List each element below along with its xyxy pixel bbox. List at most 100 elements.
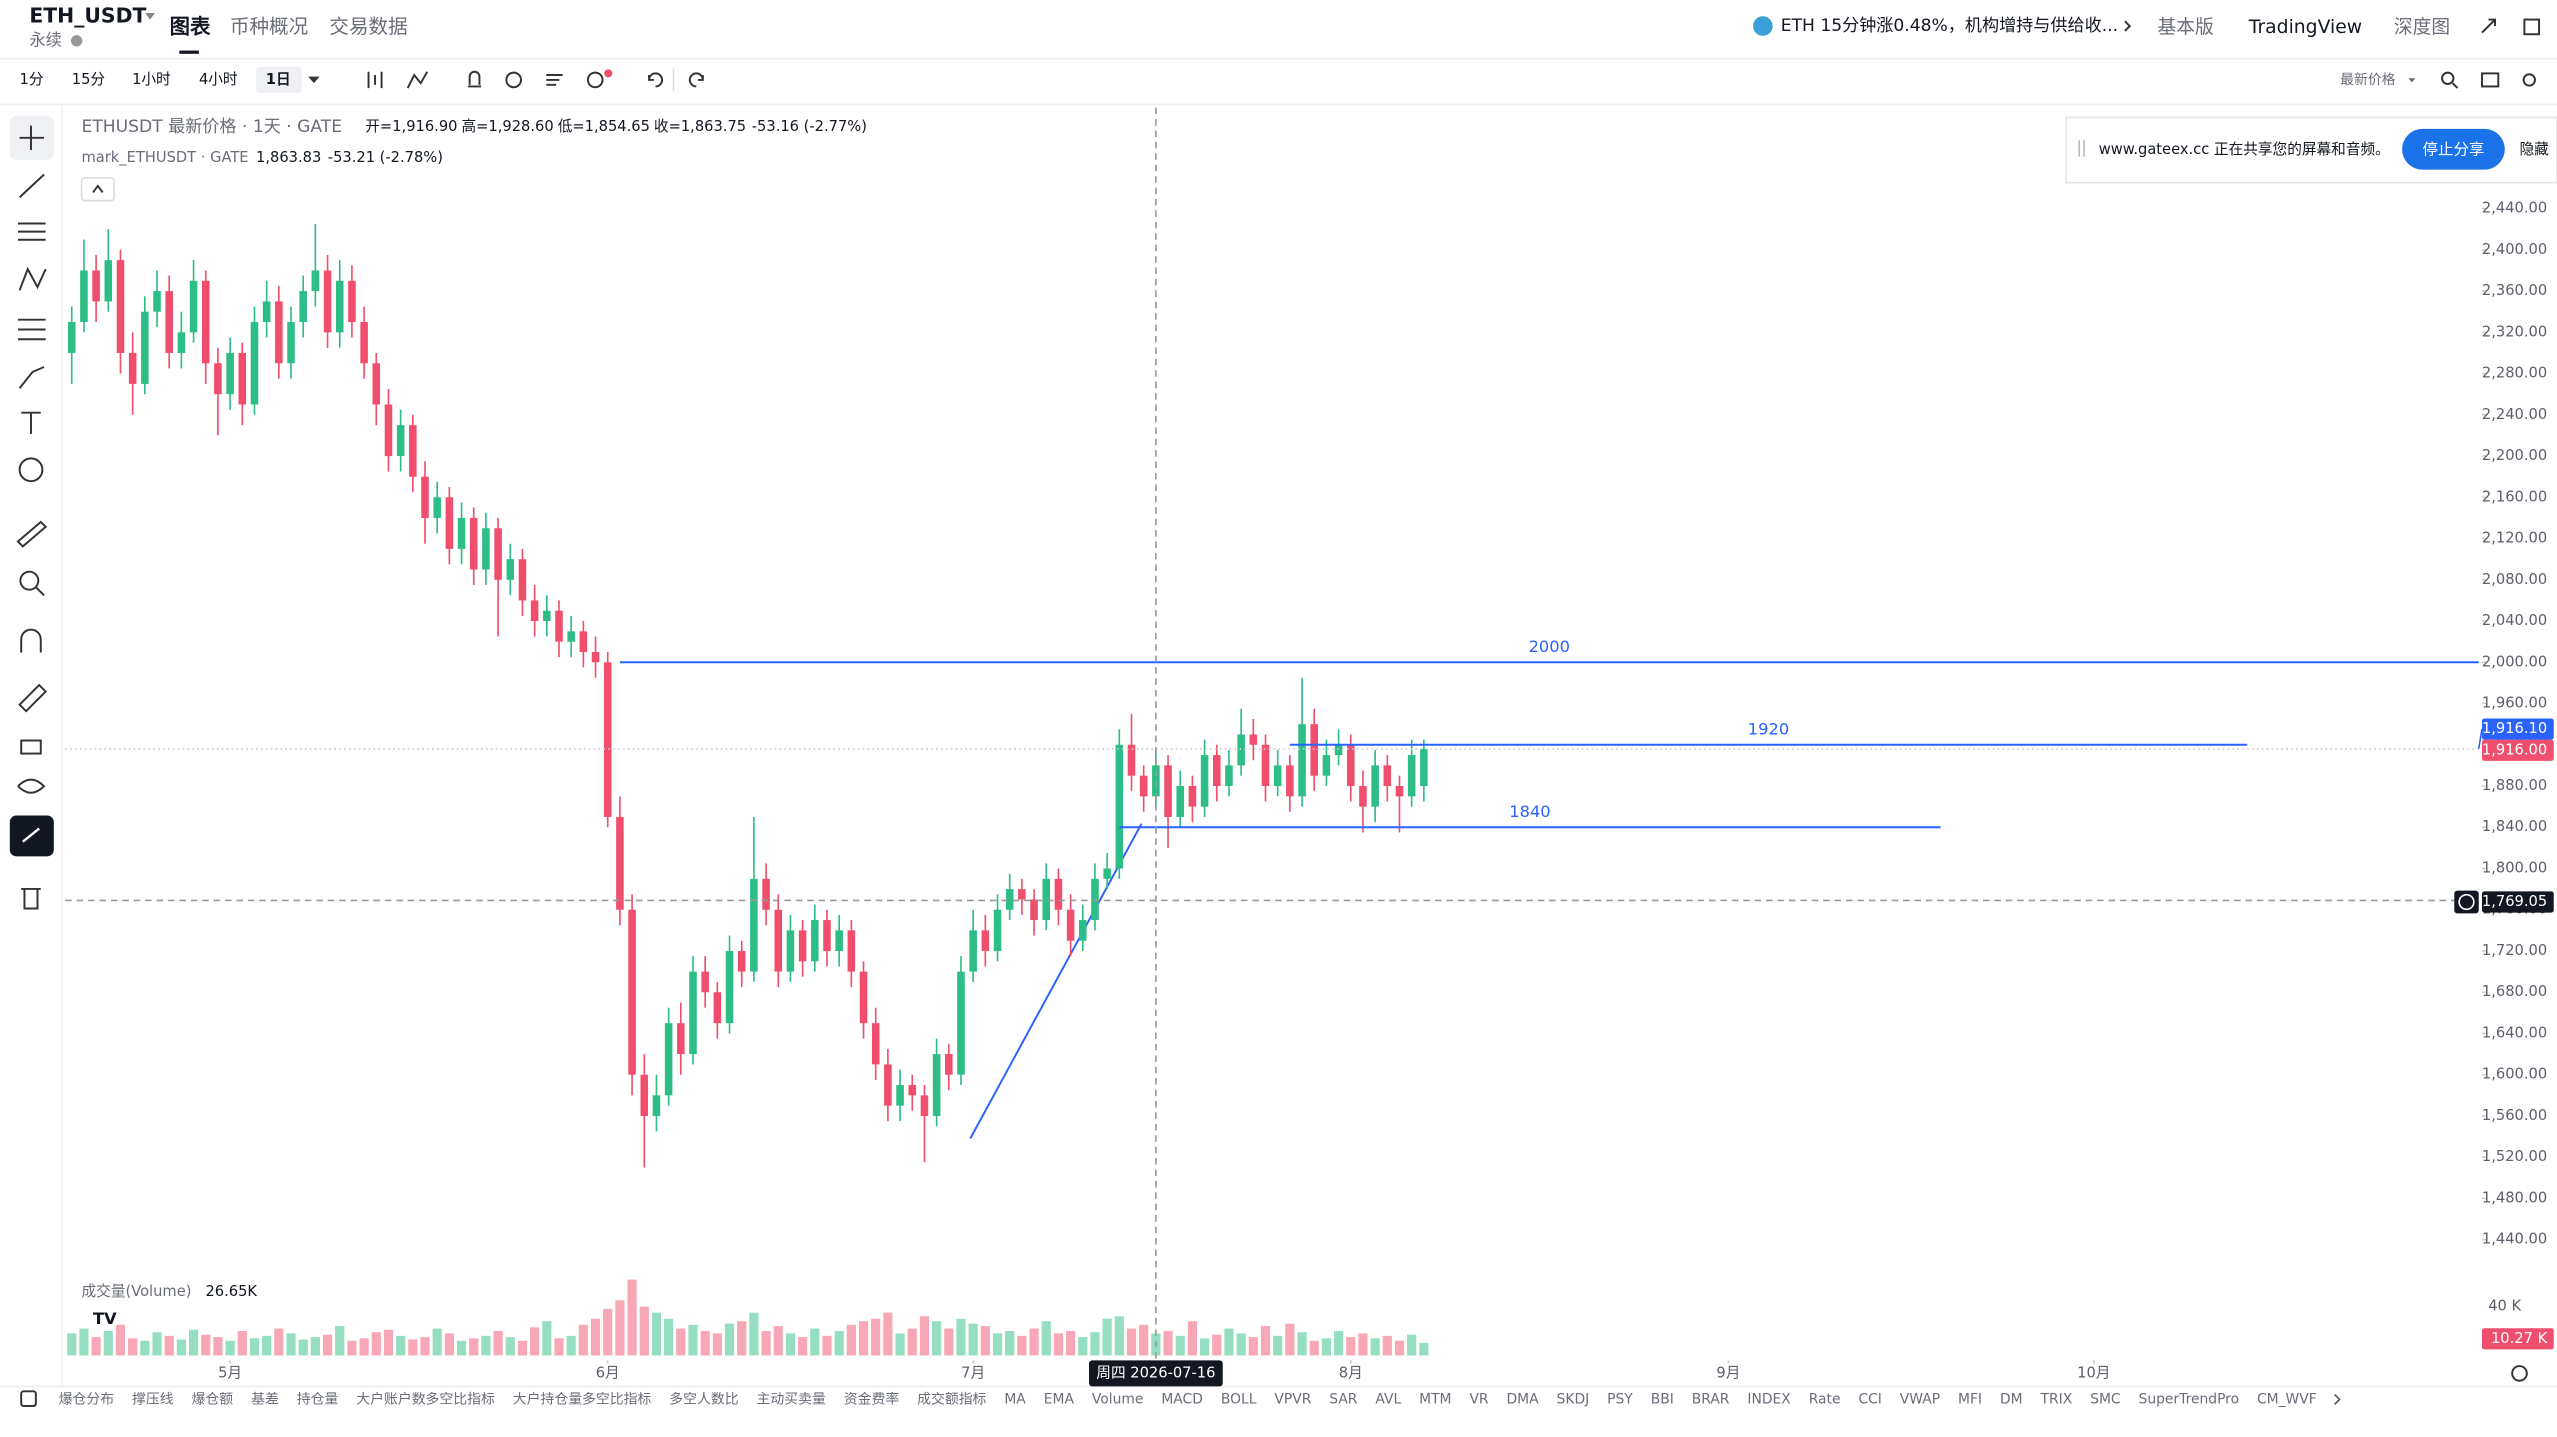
crosshair-plus[interactable] [2458, 893, 2475, 911]
indicator[interactable]: SKDJ [1557, 1391, 1590, 1407]
calendar-icon[interactable] [20, 1390, 37, 1407]
indicator[interactable]: 多空人数比 [669, 1390, 738, 1407]
right-tools[interactable] [2441, 71, 2536, 89]
indicator[interactable]: 持仓量 [297, 1391, 339, 1407]
volume-bar [444, 1333, 454, 1356]
toolbar-icons[interactable] [367, 70, 704, 89]
volume-bar [1273, 1335, 1283, 1356]
y-tick-label: 2,400.00 [2482, 241, 2547, 258]
indicator[interactable]: VWAP [1900, 1391, 1940, 1407]
indicator[interactable]: MA [1004, 1391, 1026, 1407]
indicator[interactable]: VPVR [1274, 1391, 1311, 1407]
view-link[interactable]: 基本版 [2157, 16, 2213, 38]
symbol-dropdown[interactable] [145, 13, 155, 20]
candle-body [506, 559, 515, 580]
indicator[interactable]: 爆仓分布 [59, 1391, 115, 1407]
volume-tick-label: 40 K [2488, 1298, 2521, 1315]
candle-body [518, 559, 527, 601]
candle-body [957, 971, 965, 1075]
indicator[interactable]: 成交额指标 [917, 1390, 986, 1407]
interval[interactable]: 4小时 [199, 71, 238, 88]
indicator-more[interactable] [2334, 1394, 2341, 1405]
indicator[interactable]: 大户持仓量多空比指标 [513, 1390, 652, 1407]
news-ticker[interactable]: ETH 15分钟涨0.48%，机构增持与供给收... [1781, 16, 2118, 36]
interval[interactable]: 15分 [72, 71, 106, 88]
expand-icon[interactable] [2481, 18, 2497, 34]
indicator[interactable]: SAR [1329, 1391, 1358, 1407]
indicator[interactable]: BRAR [1692, 1391, 1730, 1407]
drawing-tools[interactable] [16, 125, 48, 910]
indicator[interactable]: INDEX [1747, 1391, 1791, 1407]
volume-bar [578, 1324, 588, 1356]
tab[interactable]: 图表 [170, 15, 211, 39]
interval[interactable]: 1分 [20, 71, 44, 88]
candle-body [311, 270, 320, 292]
volume-bar [1017, 1335, 1027, 1356]
stop-share-button[interactable] [2402, 128, 2505, 170]
indicator[interactable]: 基差 [251, 1390, 279, 1407]
collapse-button[interactable] [80, 176, 115, 202]
hide-link[interactable]: 隐藏 [2519, 141, 2549, 158]
interval-dropdown[interactable] [308, 76, 320, 84]
volume-bar [1297, 1332, 1307, 1356]
y-tick-label: 1,440.00 [2482, 1231, 2547, 1248]
info-icon[interactable] [70, 35, 83, 47]
interval[interactable]: 1小时 [132, 71, 171, 88]
tab[interactable]: 交易数据 [329, 15, 407, 38]
news-arrow[interactable] [2124, 20, 2132, 32]
indicator[interactable]: BOLL [1221, 1391, 1257, 1407]
candle-body [786, 930, 795, 972]
view-link[interactable]: 深度图 [2394, 16, 2450, 38]
volume-bar [1114, 1316, 1124, 1356]
indicator[interactable]: PSY [1607, 1391, 1633, 1407]
y-tick-label: 2,120.00 [2482, 530, 2547, 547]
indicator[interactable]: TRIX [2040, 1391, 2073, 1407]
price-source[interactable]: 最新价格 [2340, 72, 2396, 88]
indicator[interactable]: DMA [1507, 1391, 1540, 1407]
volume-bar [164, 1335, 174, 1356]
candle-body [348, 280, 356, 323]
indicator[interactable]: VR [1469, 1391, 1488, 1407]
indicator[interactable]: DM [2000, 1391, 2023, 1407]
candle-body [1310, 724, 1319, 776]
candle-body [981, 930, 990, 951]
candle-body [421, 476, 429, 518]
indicator[interactable]: AVL [1375, 1391, 1401, 1407]
symbol[interactable]: ETH_USDT [29, 3, 146, 27]
price-source-dropdown[interactable] [2408, 78, 2416, 83]
stop-share-label[interactable]: 停止分享 [2422, 141, 2484, 159]
indicator[interactable]: 撑压线 [132, 1391, 174, 1407]
indicator[interactable]: MACD [1161, 1391, 1203, 1407]
indicator[interactable]: SMC [2090, 1391, 2120, 1407]
indicator[interactable]: SuperTrendPro [2139, 1391, 2240, 1407]
fullscreen-icon[interactable] [2523, 18, 2541, 36]
indicator[interactable]: CM_WVF [2257, 1391, 2317, 1407]
indicator[interactable]: 爆仓额 [192, 1391, 234, 1407]
volume-bar [956, 1318, 966, 1356]
collapse-icon [92, 184, 104, 194]
candle-body [896, 1085, 904, 1106]
tab[interactable]: 币种概况 [230, 15, 308, 38]
candle-body [92, 270, 100, 302]
indicator[interactable]: MFI [1958, 1391, 1982, 1407]
indicator[interactable]: EMA [1044, 1391, 1075, 1407]
price-tag [2481, 718, 2554, 740]
volume-bar [298, 1339, 308, 1356]
view-link[interactable]: TradingView [2248, 17, 2362, 38]
overlay: www.gateex.cc 正在共享您的屏幕和音频。 停止分享 隐藏 [2065, 116, 2557, 184]
indicator[interactable]: 资金费率 [844, 1390, 900, 1407]
indicator[interactable]: CCI [1858, 1391, 1881, 1407]
indicator[interactable]: 主动买卖量 [757, 1391, 826, 1407]
drag-handle[interactable] [2078, 140, 2085, 157]
indicator[interactable]: BBI [1651, 1391, 1674, 1407]
settings-icon[interactable] [2511, 1365, 2528, 1382]
candle-body [396, 425, 405, 457]
volume-bar [1139, 1324, 1149, 1356]
legend-ohlc: 高=1,928.60 [461, 118, 553, 135]
interval[interactable]: 1日 [266, 71, 291, 88]
indicator[interactable]: Volume [1092, 1391, 1144, 1407]
indicator[interactable]: MTM [1419, 1391, 1451, 1407]
indicator[interactable]: 大户账户数多空比指标 [356, 1390, 495, 1407]
indicator[interactable]: Rate [1809, 1391, 1841, 1407]
volume-bar [91, 1337, 101, 1356]
